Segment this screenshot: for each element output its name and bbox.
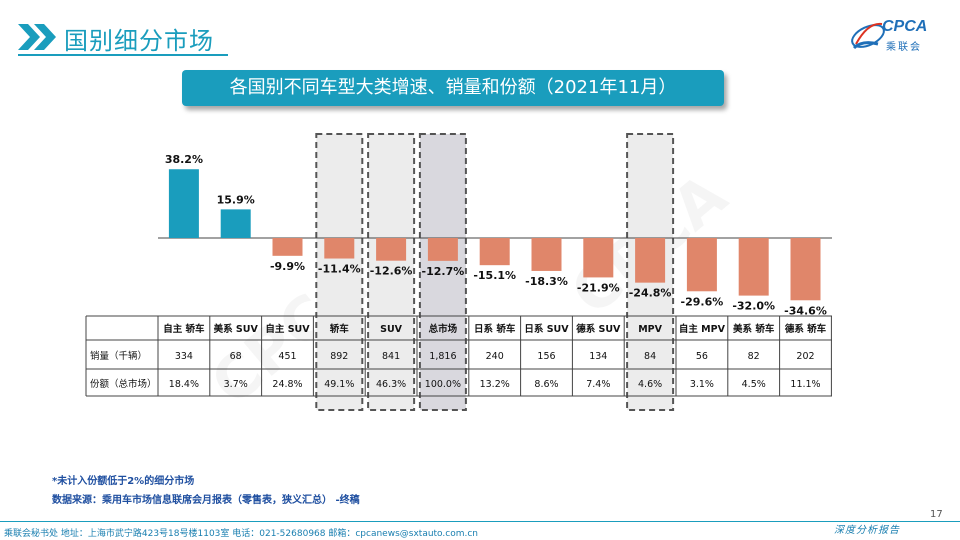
table-header-cell: 美系 轿车 xyxy=(732,323,775,335)
table-header-cell: 自主 轿车 xyxy=(163,323,205,335)
table-header-cell: 美系 SUV xyxy=(213,323,259,335)
page-title: 国别细分市场 xyxy=(64,27,214,55)
footer-divider xyxy=(0,521,960,522)
bar-value-label: -18.3% xyxy=(525,275,568,288)
cpca-swoosh-icon xyxy=(851,22,885,50)
table-cell: 4.5% xyxy=(742,379,766,390)
table-cell: 7.4% xyxy=(586,379,610,390)
logo-cn-text: 乘联会 xyxy=(886,42,922,53)
table-cell: 841 xyxy=(382,351,400,362)
table-cell: 4.6% xyxy=(638,379,662,390)
table-cell: 82 xyxy=(748,351,760,362)
footer-address: 乘联会秘书处 地址：上海市武宁路423号18号楼1103室 电话：021-526… xyxy=(4,529,479,539)
logo-text: CPCA xyxy=(882,18,928,35)
table-header-cell: 轿车 xyxy=(330,323,350,335)
highlight-box xyxy=(418,133,467,411)
bar xyxy=(635,238,666,283)
table-row-label: 销量（千辆） xyxy=(90,350,147,362)
bar xyxy=(479,238,510,266)
table-cell: 46.3% xyxy=(376,379,406,390)
table-cell: 892 xyxy=(330,351,348,362)
bar-value-label: -15.1% xyxy=(473,269,516,282)
table-cell: 334 xyxy=(175,351,193,362)
bar xyxy=(272,238,303,256)
table-header-cell: 日系 轿车 xyxy=(474,323,516,335)
table-header-cell: SUV xyxy=(380,324,403,335)
table-cell: 11.1% xyxy=(790,379,820,390)
double-chevron-icon xyxy=(18,24,56,50)
bars-layer xyxy=(168,169,821,301)
bar-value-label: 15.9% xyxy=(217,193,255,206)
table-cell: 18.4% xyxy=(169,379,199,390)
bar xyxy=(220,209,251,238)
bar-value-label: -9.9% xyxy=(270,260,305,273)
highlight-layer xyxy=(315,133,675,411)
footer-report-label: 深度分析报告 xyxy=(834,525,900,536)
table-cell: 13.2% xyxy=(480,379,510,390)
bar-value-label: -12.6% xyxy=(370,265,413,278)
cpca-logo: CPCA 乘联会 xyxy=(848,14,938,58)
table-header-cell: 自主 MPV xyxy=(679,323,726,335)
table-cell: 3.7% xyxy=(224,379,248,390)
bar xyxy=(583,238,614,278)
highlight-box xyxy=(367,133,416,411)
bar-value-label: -34.6% xyxy=(784,304,827,317)
table-cell: 240 xyxy=(486,351,504,362)
title-underline xyxy=(18,54,228,56)
table-row-label: 份额（总市场） xyxy=(90,378,157,390)
table-cell: 56 xyxy=(696,351,708,362)
table-cell: 49.1% xyxy=(324,379,354,390)
table-header-cell: 德系 SUV xyxy=(576,323,621,335)
table-cell: 3.1% xyxy=(690,379,714,390)
table-cell: 156 xyxy=(537,351,555,362)
bar-value-label: -24.8% xyxy=(629,287,672,300)
bar-labels-layer: 38.2%15.9%-9.9% -11.4% -12.6% -12.7% -15.1% -… xyxy=(165,153,827,317)
table-cell: 134 xyxy=(589,351,607,362)
table-cell: 451 xyxy=(278,351,296,362)
table-cell: 100.0% xyxy=(425,379,461,390)
table-cell: 8.6% xyxy=(534,379,558,390)
table-cell: 202 xyxy=(796,351,814,362)
table-cell: 68 xyxy=(230,351,242,362)
table-cell: 84 xyxy=(644,351,656,362)
bar xyxy=(686,238,717,292)
highlight-box xyxy=(315,133,364,411)
bar xyxy=(531,238,562,271)
table-cell: 24.8% xyxy=(272,379,302,390)
table-header-cell: 自主 SUV xyxy=(265,323,310,335)
bar-value-label: 38.2% xyxy=(165,153,203,166)
bar-value-label: -12.7% xyxy=(422,265,465,278)
page-number: 17 xyxy=(930,509,943,520)
table-header-cell: 总市场 xyxy=(429,323,458,335)
bar-value-label: -32.0% xyxy=(732,300,775,313)
bar xyxy=(324,238,355,259)
bar xyxy=(738,238,769,296)
table-header-cell: 日系 SUV xyxy=(524,323,569,335)
bar-value-label: -11.4% xyxy=(318,263,361,276)
chart-title-banner: 各国别不同车型大类增速、销量和份额（2021年11月） xyxy=(182,70,724,106)
bar xyxy=(376,238,407,261)
data-table: 自主 轿车 美系 SUV 自主 SUV 轿车 SUV 总市场 日系 轿车 日系 SUV 德系 S… xyxy=(85,315,832,397)
table-header-cell: MPV xyxy=(638,324,662,335)
table-header-cell: 德系 轿车 xyxy=(785,323,827,335)
footnote: *未计入份额低于2%的细分市场 xyxy=(52,476,195,487)
bar-value-label: -29.6% xyxy=(681,295,724,308)
data-source: 数据来源：乘用车市场信息联席会月报表（零售表，狭义汇总） -终稿 xyxy=(52,495,360,506)
table-cell: 1,816 xyxy=(429,351,456,362)
bar xyxy=(168,169,199,238)
bar xyxy=(427,238,458,261)
bar-value-label: -21.9% xyxy=(577,281,620,294)
bar xyxy=(790,238,821,301)
